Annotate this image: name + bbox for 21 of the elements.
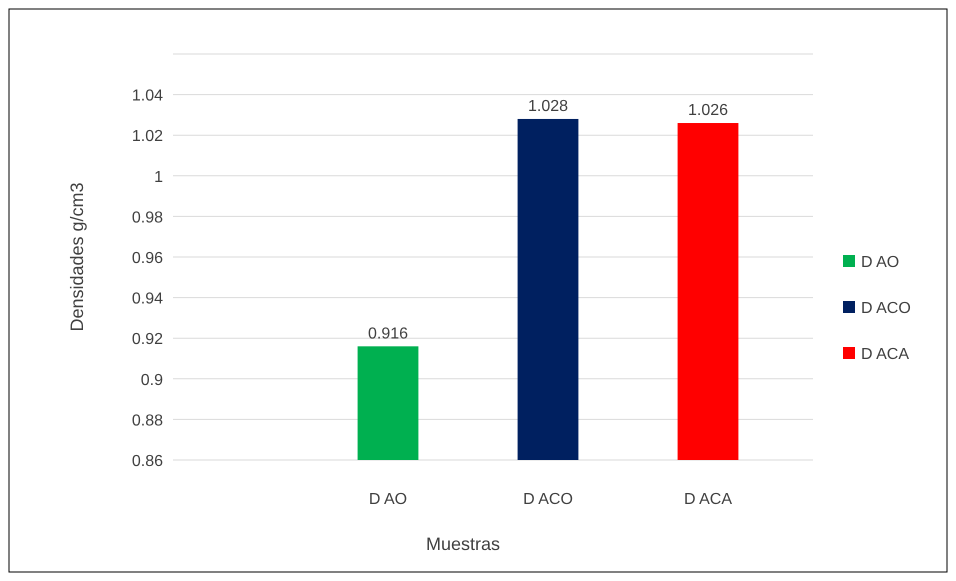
legend-label: D ACO <box>861 300 911 317</box>
x-tick-label: D ACO <box>523 491 573 508</box>
x-axis-title: Muestras <box>426 534 500 554</box>
y-tick-label: 1.04 <box>132 88 164 105</box>
y-tick-label: 0.88 <box>132 412 164 430</box>
data-label: 0.916 <box>368 325 408 342</box>
y-tick-label: 0.86 <box>132 453 164 470</box>
x-tick-label: D AO <box>368 491 408 508</box>
x-tick-label: D ACA <box>684 491 732 508</box>
y-tick-label: 0.98 <box>132 209 164 226</box>
y-tick-label: 0.96 <box>132 250 164 267</box>
y-tick-label: 0.94 <box>132 290 164 308</box>
y-tick-label: 0.92 <box>132 331 164 348</box>
legend-label: D ACA <box>861 346 910 363</box>
legend-label: D AO <box>861 254 900 271</box>
data-label: 1.028 <box>528 98 568 115</box>
y-tick-label: 0.9 <box>140 372 164 389</box>
y-tick-label: 1 <box>154 168 164 186</box>
y-tick-label: 1.02 <box>132 128 164 146</box>
data-label: 1.026 <box>688 102 728 120</box>
y-axis-title: Densidades g/cm3 <box>67 182 87 332</box>
